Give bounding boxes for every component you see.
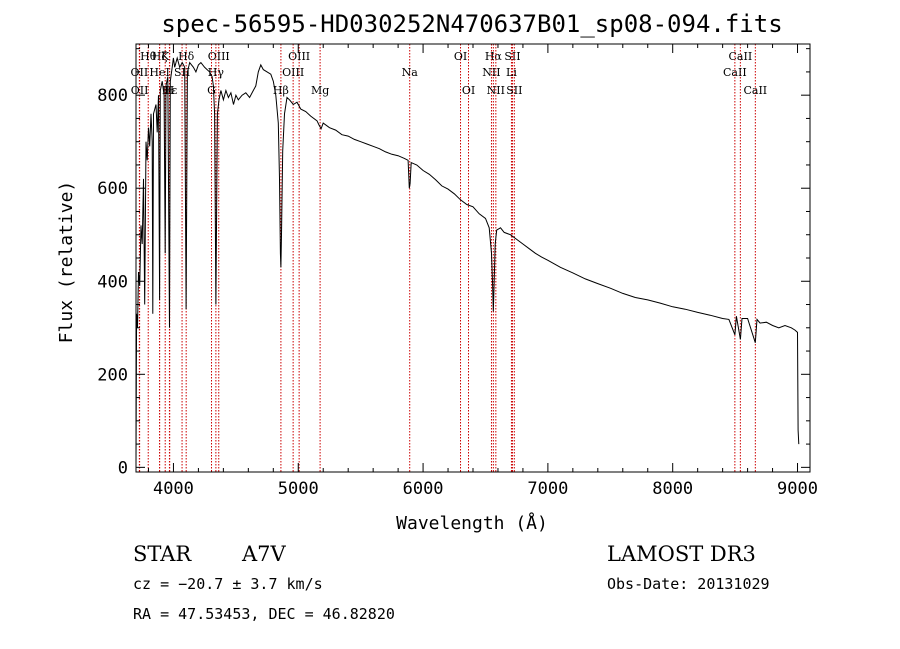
x-tick-label-5000: 5000 bbox=[278, 479, 319, 499]
line-label-24: Li bbox=[506, 66, 517, 79]
line-label-17: Na bbox=[402, 66, 419, 79]
y-tick-label-0: 0 bbox=[118, 458, 128, 478]
line-label-21: NII bbox=[482, 66, 500, 79]
plot-frame bbox=[135, 43, 811, 473]
line-label-28: CaII bbox=[743, 84, 767, 97]
y-tick-label-400: 400 bbox=[97, 272, 128, 292]
line-label-10: OIII bbox=[208, 50, 230, 63]
line-label-18: OI bbox=[454, 50, 467, 63]
line-label-19: OI bbox=[462, 84, 475, 97]
x-tick-label-4000: 4000 bbox=[153, 479, 194, 499]
x-tick-label-9000: 9000 bbox=[777, 479, 818, 499]
x-axis-title: Wavelength (Å) bbox=[396, 512, 548, 534]
survey-name: LAMOST DR3 bbox=[607, 542, 756, 566]
line-label-4: HeI bbox=[149, 66, 169, 79]
line-label-0: Hθ bbox=[140, 50, 157, 63]
line-label-23: SII bbox=[504, 50, 520, 63]
x-tick-label-8000: 8000 bbox=[652, 479, 693, 499]
line-label-2: OII bbox=[131, 84, 149, 97]
line-label-15: Hβ bbox=[273, 84, 289, 97]
y-axis-title: Flux (relative) bbox=[56, 181, 77, 344]
line-label-6: K bbox=[161, 50, 170, 63]
line-label-7: H bbox=[165, 84, 175, 97]
coordinates: RA = 47.53453, DEC = 46.82820 bbox=[133, 605, 395, 623]
line-label-13: OIII bbox=[288, 50, 310, 63]
line-label-16: Mg bbox=[311, 84, 329, 97]
observation-date: Obs-Date: 20131029 bbox=[607, 575, 770, 593]
axis-ticks: 4000 5000 6000 7000 8000 9000 0 200 400 600 800 bbox=[97, 44, 818, 499]
y-tick-label-600: 600 bbox=[97, 179, 128, 199]
line-label-14: OIII bbox=[282, 66, 304, 79]
spectral-subclass: A7V bbox=[241, 542, 287, 566]
line-label-22: NII bbox=[487, 84, 505, 97]
redshift-info: cz = −20.7 ± 3.7 km/s bbox=[133, 575, 323, 593]
line-label-26: CaII bbox=[729, 50, 753, 63]
x-tick-label-7000: 7000 bbox=[527, 479, 568, 499]
spectrum-line bbox=[135, 56, 800, 463]
y-tick-label-200: 200 bbox=[97, 365, 128, 385]
y-tick-label-800: 800 bbox=[97, 86, 128, 106]
object-type: STAR bbox=[133, 542, 192, 566]
line-label-12: G bbox=[207, 84, 216, 97]
line-label-20: Hα bbox=[485, 50, 503, 63]
x-tick-label-6000: 6000 bbox=[403, 479, 444, 499]
line-label-27: CaII bbox=[723, 66, 747, 79]
chart-title: spec-56595-HD030252N470637B01_sp08-094.f… bbox=[161, 10, 782, 38]
line-label-25: SII bbox=[506, 84, 522, 97]
line-label-9: Hδ bbox=[178, 50, 195, 63]
